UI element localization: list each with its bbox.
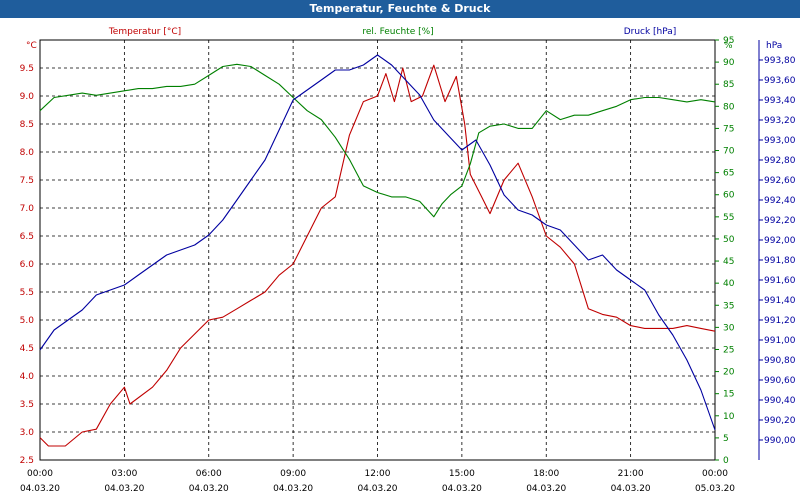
temperature-tick-label: 7.5 xyxy=(20,176,34,186)
pressure-tick-label: 991,20 xyxy=(764,316,796,326)
pressure-tick-label: 990,60 xyxy=(764,376,796,386)
temperature-tick-label: 2.5 xyxy=(20,456,34,466)
temperature-tick-label: 4.5 xyxy=(20,344,34,354)
x-tick-time-label: 18:00 xyxy=(533,469,559,479)
pressure-tick-label: 993,40 xyxy=(764,96,796,106)
humidity-tick-label: 85 xyxy=(723,80,734,90)
humidity-tick-label: 10 xyxy=(723,412,735,422)
humidity-tick-label: 45 xyxy=(723,257,734,267)
humidity-tick-label: 35 xyxy=(723,301,734,311)
x-tick-time-label: 15:00 xyxy=(449,469,475,479)
humidity-tick-label: 40 xyxy=(723,279,735,289)
temperature-tick-label: 8.5 xyxy=(20,120,34,130)
x-tick-date-label: 04.03.20 xyxy=(273,484,313,494)
pressure-tick-label: 990,00 xyxy=(764,436,796,446)
pressure-tick-label: 993,60 xyxy=(764,76,796,86)
pressure-tick-label: 993,80 xyxy=(764,56,796,66)
x-tick-time-label: 00:00 xyxy=(27,469,53,479)
pressure-unit-label: hPa xyxy=(766,41,782,51)
x-tick-time-label: 06:00 xyxy=(196,469,222,479)
temperature-tick-label: 3.5 xyxy=(20,400,34,410)
x-tick-date-label: 04.03.20 xyxy=(20,484,60,494)
x-tick-time-label: 00:00 xyxy=(702,469,728,479)
temperature-tick-label: 5.5 xyxy=(20,288,34,298)
temperature-tick-label: 4.0 xyxy=(20,372,35,382)
pressure-tick-label: 991,60 xyxy=(764,276,796,286)
humidity-tick-label: 20 xyxy=(723,368,735,378)
legend-entry: Druck [hPa] xyxy=(624,27,677,37)
pressure-tick-label: 992,80 xyxy=(764,156,796,166)
temperature-tick-label: 6.0 xyxy=(20,260,35,270)
humidity-tick-label: 50 xyxy=(723,235,735,245)
temperature-tick-label: 7.0 xyxy=(20,204,35,214)
series-line xyxy=(39,54,716,431)
x-tick-time-label: 21:00 xyxy=(618,469,644,479)
humidity-tick-label: 60 xyxy=(723,191,735,201)
chart-title: Temperatur, Feuchte & Druck xyxy=(0,0,800,18)
x-tick-time-label: 03:00 xyxy=(111,469,137,479)
pressure-tick-label: 990,20 xyxy=(764,416,796,426)
temperature-tick-label: 3.0 xyxy=(20,428,35,438)
humidity-tick-label: 80 xyxy=(723,102,735,112)
humidity-tick-label: 30 xyxy=(723,323,735,333)
pressure-tick-label: 992,60 xyxy=(764,176,796,186)
temperature-tick-label: 8.0 xyxy=(20,148,35,158)
legend-entry: Temperatur [°C] xyxy=(108,27,181,37)
pressure-tick-label: 993,20 xyxy=(764,116,796,126)
humidity-tick-label: 55 xyxy=(723,213,734,223)
humidity-tick-label: 70 xyxy=(723,147,735,157)
pressure-tick-label: 991,80 xyxy=(764,256,796,266)
humidity-tick-label: 25 xyxy=(723,345,734,355)
x-tick-date-label: 04.03.20 xyxy=(526,484,566,494)
x-tick-date-label: 04.03.20 xyxy=(189,484,229,494)
humidity-tick-label: 5 xyxy=(723,434,729,444)
humidity-tick-label: 65 xyxy=(723,169,734,179)
x-tick-date-label: 04.03.20 xyxy=(357,484,397,494)
x-tick-date-label: 05.03.20 xyxy=(695,484,735,494)
x-tick-date-label: 04.03.20 xyxy=(104,484,144,494)
x-tick-time-label: 09:00 xyxy=(280,469,306,479)
humidity-unit-label: % xyxy=(724,41,733,51)
legend-entry: rel. Feuchte [%] xyxy=(362,27,433,37)
pressure-tick-label: 992,00 xyxy=(764,236,796,246)
x-tick-date-label: 04.03.20 xyxy=(442,484,482,494)
pressure-tick-label: 991,40 xyxy=(764,296,796,306)
pressure-tick-label: 990,40 xyxy=(764,396,796,406)
series-line xyxy=(39,63,716,218)
temperature-tick-label: 9.0 xyxy=(20,92,35,102)
temperature-tick-label: 6.5 xyxy=(20,232,34,242)
grid xyxy=(40,40,715,461)
temperature-tick-label: 5.0 xyxy=(20,316,35,326)
series-line xyxy=(39,64,716,447)
temperature-tick-label: 9.5 xyxy=(20,64,34,74)
x-tick-time-label: 12:00 xyxy=(365,469,391,479)
pressure-tick-label: 991,00 xyxy=(764,336,796,346)
x-tick-date-label: 04.03.20 xyxy=(611,484,651,494)
humidity-tick-label: 95 xyxy=(723,36,734,46)
humidity-tick-label: 15 xyxy=(723,390,734,400)
pressure-tick-label: 993,00 xyxy=(764,136,796,146)
pressure-tick-label: 992,40 xyxy=(764,196,796,206)
pressure-tick-label: 990,80 xyxy=(764,356,796,366)
pressure-tick-label: 992,20 xyxy=(764,216,796,226)
temperature-unit-label: °C xyxy=(26,41,37,51)
humidity-tick-label: 90 xyxy=(723,58,735,68)
humidity-tick-label: 0 xyxy=(723,456,729,466)
humidity-tick-label: 75 xyxy=(723,124,734,134)
